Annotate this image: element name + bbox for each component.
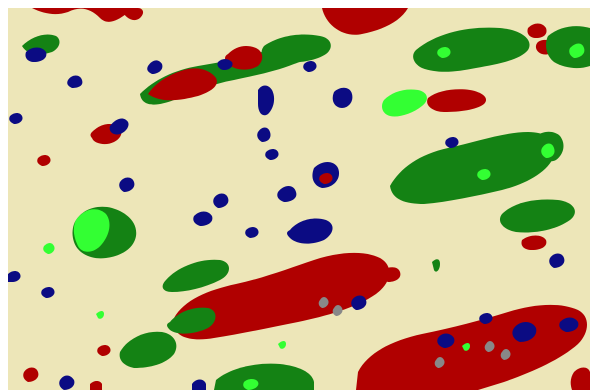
red-patch	[225, 46, 263, 70]
navy-patch	[59, 375, 75, 390]
red-patch	[427, 89, 487, 112]
gray-patch	[332, 305, 343, 316]
bright-green-patch	[73, 209, 110, 252]
classified-map	[8, 8, 590, 390]
navy-patch	[277, 186, 297, 202]
red-patch	[319, 173, 333, 184]
bright-green-patch	[462, 343, 470, 351]
navy-patch	[147, 60, 163, 74]
navy-patch	[109, 118, 129, 135]
red-patch	[32, 8, 126, 22]
green-patch	[261, 34, 331, 63]
green-patch	[167, 307, 216, 334]
navy-patch	[265, 149, 279, 160]
navy-patch	[258, 85, 275, 116]
green-patch	[214, 363, 314, 390]
red-patch	[370, 9, 399, 25]
green-patch	[119, 331, 177, 368]
navy-patch	[192, 379, 206, 390]
green-patch	[162, 259, 229, 292]
bright-green-patch	[278, 341, 286, 349]
navy-patch	[41, 287, 55, 298]
navy-patch	[213, 193, 229, 208]
green-patch	[432, 259, 440, 272]
bright-green-patch	[477, 169, 491, 180]
red-patch	[521, 235, 547, 250]
navy-patch	[9, 113, 23, 124]
gray-patch	[434, 357, 445, 368]
red-patch	[37, 155, 51, 166]
navy-patch	[549, 253, 565, 268]
red-patch	[570, 367, 590, 390]
bright-green-patch	[569, 43, 585, 58]
bright-green-patch	[243, 379, 259, 390]
gray-patch	[500, 349, 511, 360]
navy-patch	[217, 59, 233, 70]
navy-patch	[512, 322, 537, 342]
gray-patch	[318, 297, 329, 308]
red-patch	[381, 267, 401, 282]
red-patch	[173, 252, 390, 340]
navy-patch	[559, 317, 579, 332]
navy-patch	[193, 211, 213, 226]
green-patch	[546, 26, 590, 69]
navy-patch	[479, 313, 493, 324]
green-patch	[499, 199, 575, 233]
navy-patch	[67, 75, 83, 88]
navy-patch	[437, 333, 455, 348]
navy-patch	[245, 227, 259, 238]
bright-green-patch	[43, 243, 55, 254]
map-svg	[8, 8, 590, 390]
green-patch	[390, 132, 555, 204]
navy-patch	[303, 61, 317, 72]
green-patch	[413, 27, 530, 72]
bright-green-patch	[437, 47, 451, 58]
red-patch	[527, 23, 547, 38]
red-patch	[120, 8, 144, 21]
red-patch	[148, 68, 217, 101]
bright-green-patch	[541, 143, 555, 158]
red-patch	[90, 381, 102, 390]
navy-patch	[332, 87, 353, 108]
navy-patch	[445, 137, 459, 148]
navy-patch	[25, 47, 47, 62]
navy-patch	[119, 177, 135, 192]
red-patch	[23, 367, 39, 382]
bright-green-patch	[96, 311, 104, 319]
navy-patch	[351, 295, 367, 310]
red-patch	[97, 345, 111, 356]
navy-patch	[257, 127, 271, 142]
navy-patch	[8, 271, 21, 282]
bright-green-patch	[382, 89, 427, 117]
gray-patch	[484, 341, 495, 352]
navy-patch	[287, 218, 333, 244]
